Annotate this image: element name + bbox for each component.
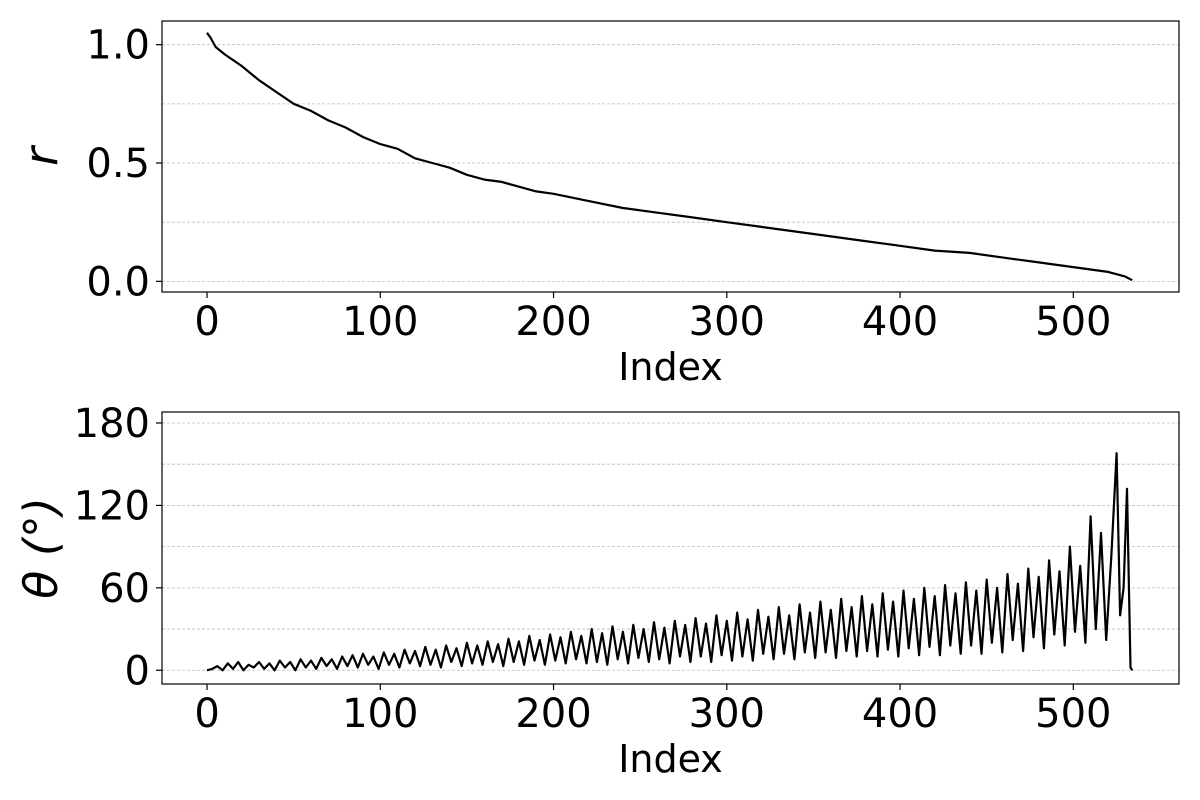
- theta-chart-panel: 0 100 200 300 400 500 0 60 120 180 Index θ (°): [14, 401, 1180, 781]
- theta-x-tick-label: 100: [342, 691, 418, 737]
- theta-x-tick-label: 0: [194, 691, 219, 737]
- r-y-tick-label: 1.0: [86, 23, 150, 69]
- r-x-axis-label: Index: [618, 345, 723, 389]
- theta-y-tick-label: 0: [125, 648, 150, 694]
- r-x-tick-label: 300: [689, 299, 765, 345]
- theta-x-tick-label: 300: [689, 691, 765, 737]
- theta-plot-frame: [161, 411, 1180, 685]
- theta-x-tick-label: 200: [515, 691, 591, 737]
- r-plot-frame: [161, 20, 1180, 293]
- theta-series-line: [206, 452, 1134, 672]
- r-y-tick-label: 0.5: [86, 141, 150, 187]
- r-x-tick-label: 200: [515, 299, 591, 345]
- theta-x-tick-label: 500: [1035, 691, 1111, 737]
- r-y-tick-label: 0.0: [86, 259, 150, 305]
- r-x-tick-label: 400: [862, 299, 938, 345]
- theta-y-tick-label: 60: [99, 566, 150, 612]
- theta-y-tick-label: 120: [74, 483, 150, 529]
- r-y-axis-label: r: [14, 144, 68, 166]
- theta-x-axis-label: Index: [618, 737, 723, 781]
- theta-y-axis-label: θ (°): [14, 497, 68, 599]
- theta-x-tick-label: 400: [862, 691, 938, 737]
- r-x-tick-label: 500: [1035, 299, 1111, 345]
- theta-y-tick-label: 180: [74, 401, 150, 447]
- r-series-line: [206, 32, 1133, 282]
- r-chart-panel: 0 100 200 300 400 500 0.0 0.5 1.0 Index r: [14, 20, 1180, 389]
- r-x-tick-label: 0: [194, 299, 219, 345]
- r-x-tick-label: 100: [342, 299, 418, 345]
